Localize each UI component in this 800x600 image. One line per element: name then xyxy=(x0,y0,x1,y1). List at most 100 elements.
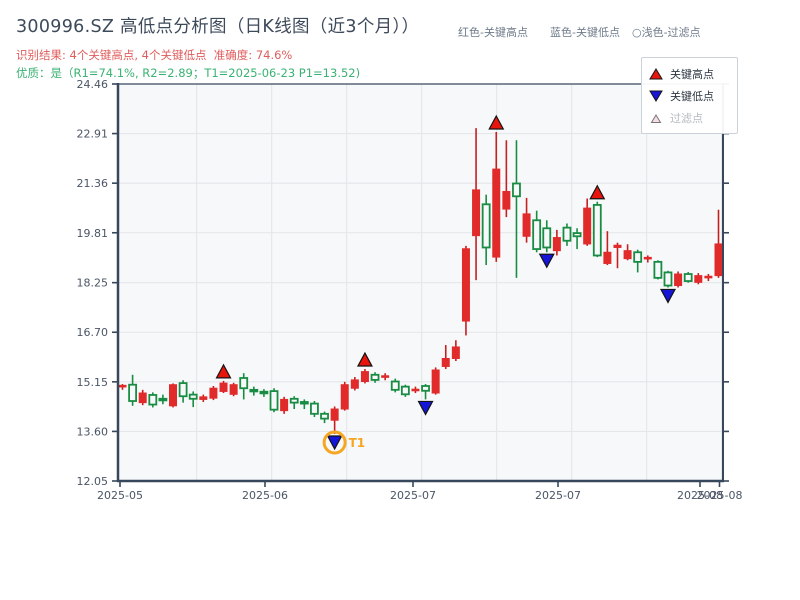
recognition-result-text: 识别结果: 4个关键高点, 4个关键低点 准确度: 74.6% xyxy=(16,48,293,62)
candle-body xyxy=(562,226,572,242)
candle-body xyxy=(674,273,683,287)
candle-body xyxy=(269,390,279,411)
y-tick-label: 24.46 xyxy=(77,78,109,91)
candle-body xyxy=(441,357,450,367)
y-tick-label: 16.70 xyxy=(77,326,109,339)
legend-item-label: 关键低点 xyxy=(670,90,714,103)
header-legend-filtered: ○浅色-过滤点 xyxy=(631,26,701,39)
candle-body xyxy=(199,396,208,400)
candle-body xyxy=(572,232,582,238)
x-tick-label: 2025-06 xyxy=(242,489,288,502)
candle-body xyxy=(128,383,138,402)
candle-body xyxy=(592,204,602,257)
candle-body xyxy=(188,393,198,400)
x-tick-label: 2025-08 xyxy=(697,489,743,502)
candle-body xyxy=(370,373,380,381)
quality-result-text: 优质：是（R1=74.1%, R2=2.89；T1=2025-06-23 P1=… xyxy=(16,66,361,80)
header-legend: 红色-关键高点 蓝色-关键低点 ○浅色-过滤点 xyxy=(458,24,701,40)
candle-body xyxy=(330,408,339,421)
candle-body xyxy=(400,385,410,396)
y-tick-label: 18.25 xyxy=(77,277,109,290)
candle-body xyxy=(431,369,440,394)
candle-body xyxy=(522,213,531,237)
candle-body xyxy=(653,260,663,279)
y-tick-label: 19.81 xyxy=(77,227,109,240)
candle-body xyxy=(350,379,359,389)
key-low-marker xyxy=(417,400,434,416)
candle-body xyxy=(451,346,460,359)
candle-body xyxy=(421,385,430,392)
legend-item-label: 关键高点 xyxy=(670,68,714,81)
key-low-marker xyxy=(326,435,343,451)
candle-body xyxy=(714,243,723,277)
candle-body xyxy=(603,251,612,264)
candle-body xyxy=(169,384,178,407)
candle-body xyxy=(683,273,693,282)
candle-body xyxy=(259,390,269,395)
candle-body xyxy=(532,219,542,250)
candle-body xyxy=(209,387,218,399)
candle-body xyxy=(320,412,329,420)
filtered-triangle-icon xyxy=(650,114,662,123)
candle-body xyxy=(542,227,552,249)
legend-item-key-high: 关键高点 xyxy=(649,63,730,85)
candle-body xyxy=(512,182,521,198)
x-tick-label: 2025-07 xyxy=(535,489,581,502)
legend-item-key-low: 关键低点 xyxy=(649,85,730,107)
candle-body xyxy=(310,402,319,415)
candle-body xyxy=(461,248,470,322)
candle-body xyxy=(289,397,299,404)
candle-body xyxy=(704,275,713,279)
candle-body xyxy=(623,250,632,260)
candle-body xyxy=(299,401,309,405)
key-high-triangle-icon xyxy=(649,68,663,80)
y-tick-label: 21.36 xyxy=(77,177,109,190)
candle-body xyxy=(178,382,188,398)
key-high-marker xyxy=(215,363,232,379)
y-tick-label: 13.60 xyxy=(77,425,109,438)
x-tick-label: 2025-08 xyxy=(677,489,723,502)
x-tick-label: 2025-05 xyxy=(97,489,143,502)
t1-label: T1 xyxy=(349,436,366,450)
y-tick-label: 15.15 xyxy=(77,376,109,389)
candle-body xyxy=(340,384,349,410)
candle-body xyxy=(583,207,592,245)
legend-item-filtered: 过滤点 xyxy=(649,107,730,129)
y-tick-label: 22.91 xyxy=(77,128,109,141)
candle-body xyxy=(360,371,369,383)
candle-body xyxy=(502,190,511,210)
candle-body xyxy=(411,388,420,392)
key-high-marker xyxy=(356,351,373,367)
page-title: 300996.SZ 高低点分析图（日K线图（近3个月）） xyxy=(16,17,420,37)
key-high-marker xyxy=(589,184,606,200)
candle-body xyxy=(229,384,238,395)
candle-body xyxy=(481,203,491,249)
candle-body xyxy=(643,256,652,260)
key-low-marker xyxy=(659,288,676,304)
t1-circle xyxy=(322,430,347,455)
candle-body xyxy=(280,398,289,412)
y-tick-label: 12.05 xyxy=(77,475,109,488)
candle-body xyxy=(552,237,561,252)
chart-legend-box: 关键高点 关键低点 过滤点 xyxy=(641,57,738,134)
candle-body xyxy=(138,392,147,404)
candle-body xyxy=(613,244,622,248)
candle-body xyxy=(390,380,400,391)
x-tick-label: 2025-07 xyxy=(390,489,436,502)
key-low-triangle-icon xyxy=(649,90,663,102)
key-low-marker xyxy=(538,253,555,269)
candle-body xyxy=(492,168,501,258)
legend-item-label: 过滤点 xyxy=(670,112,703,125)
candle-body xyxy=(118,384,127,388)
key-high-marker xyxy=(488,114,505,130)
candle-body xyxy=(239,377,249,390)
candle-body xyxy=(249,388,259,393)
candle-body xyxy=(694,275,703,283)
candle-body xyxy=(219,382,228,392)
candle-body xyxy=(472,189,481,237)
candle-body xyxy=(158,397,168,402)
candle-body xyxy=(381,375,390,378)
candle-body xyxy=(633,251,643,263)
candle-body xyxy=(148,394,158,406)
